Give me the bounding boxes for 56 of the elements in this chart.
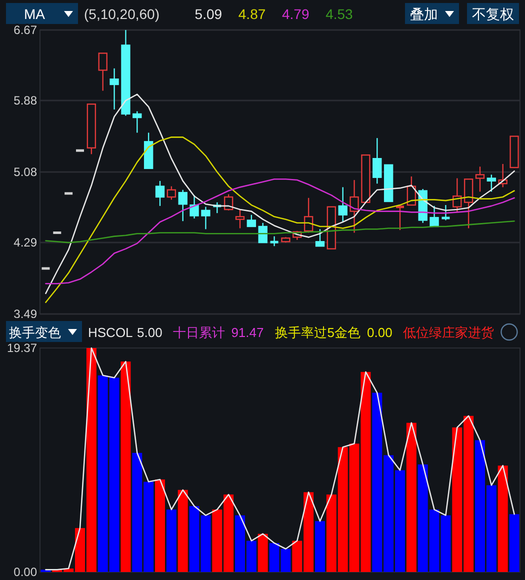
candlestick	[442, 204, 450, 221]
chart-subtitle: (5,10,20,60)	[84, 6, 160, 22]
chart-title: MA	[24, 6, 46, 22]
candlestick	[235, 208, 245, 229]
y-tick-label: 5.88	[14, 94, 38, 108]
text: 4.87	[238, 6, 266, 22]
bar	[155, 479, 165, 572]
candlestick	[486, 174, 496, 192]
text: 4.53	[326, 6, 354, 22]
candlestick	[338, 186, 348, 223]
text: 叠加	[410, 6, 438, 22]
candlestick	[110, 68, 119, 110]
line-series	[45, 94, 515, 294]
line-series	[45, 347, 515, 570]
text: 十日累计	[173, 325, 226, 340]
candlestick	[166, 186, 176, 200]
candlestick	[350, 179, 359, 234]
candlestick	[430, 205, 439, 228]
y-tick-label: 3.49	[14, 307, 38, 321]
series-label: HSCOL	[88, 325, 133, 340]
candlestick	[155, 180, 165, 207]
y-tick-label: 5.08	[14, 165, 38, 179]
candlestick	[178, 189, 188, 222]
bar	[178, 490, 188, 572]
chart-title: 换手变色	[9, 325, 61, 340]
candlestick	[190, 194, 199, 220]
y-tick-label: 6.67	[14, 23, 38, 37]
candlestick	[201, 206, 210, 230]
bar	[166, 510, 176, 572]
bar	[498, 466, 508, 572]
candlestick	[270, 236, 278, 247]
text: 5.09	[194, 6, 222, 22]
line-series	[45, 178, 515, 284]
bar	[258, 534, 268, 572]
candlestick	[98, 52, 108, 92]
y-tick-label: 19.37	[6, 341, 38, 355]
candlestick	[475, 166, 485, 192]
y-tick-label: 0.00	[14, 565, 38, 579]
bar	[120, 362, 131, 572]
candlestick	[372, 137, 382, 184]
text: 低位绿庄家进货	[403, 325, 494, 340]
text: 不复权	[472, 6, 514, 22]
line-series	[45, 136, 515, 304]
text: 0.00	[367, 325, 392, 340]
text: 91.47	[231, 325, 264, 340]
candlestick	[315, 228, 325, 247]
bar	[509, 514, 520, 572]
text: 换手率过5金色	[275, 325, 360, 340]
candlestick	[246, 214, 256, 228]
candlestick	[464, 178, 474, 229]
text: 4.79	[282, 6, 310, 22]
y-tick-label: 4.29	[14, 236, 38, 250]
bar	[315, 521, 325, 572]
candlestick	[132, 110, 142, 134]
text: 5.00	[137, 325, 162, 340]
bar	[406, 422, 416, 572]
